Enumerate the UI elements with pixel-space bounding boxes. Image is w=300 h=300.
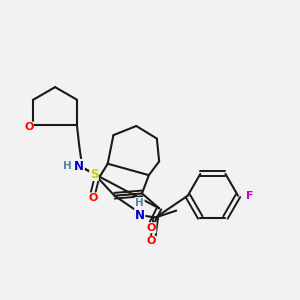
Text: N: N [74,160,84,172]
Text: F: F [246,191,253,201]
Text: H: H [63,161,72,171]
Text: O: O [88,193,98,203]
Text: O: O [146,223,156,233]
Text: N: N [135,209,145,222]
Text: O: O [146,236,156,247]
Text: H: H [135,198,144,208]
Text: O: O [24,122,34,132]
Text: S: S [90,167,98,181]
